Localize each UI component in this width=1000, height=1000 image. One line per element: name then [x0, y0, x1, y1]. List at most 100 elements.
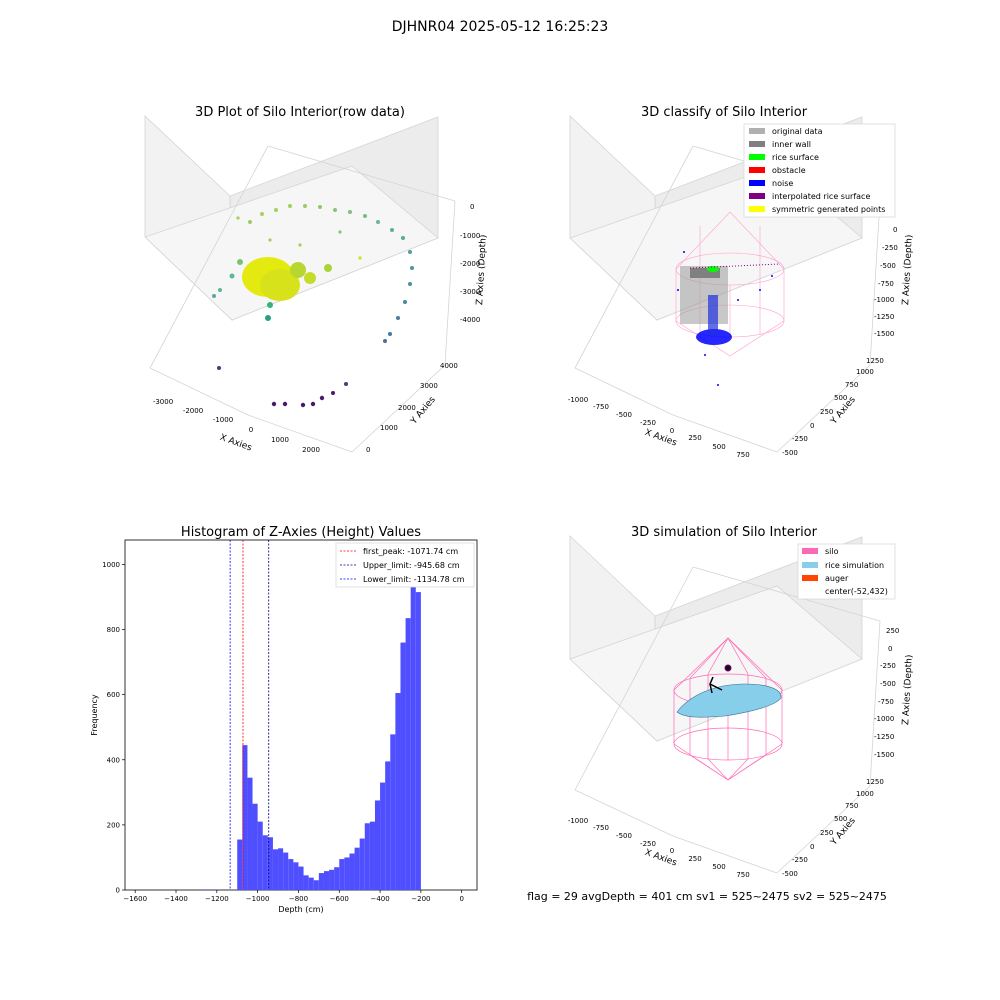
p4-xtick: -250 — [640, 840, 656, 848]
histogram-bar — [359, 838, 365, 890]
legend-swatch — [749, 154, 765, 160]
histogram-bar — [237, 839, 243, 890]
p2-ytick: 1250 — [866, 357, 884, 365]
hist-title: Histogram of Z-Axies (Height) Values — [181, 525, 421, 540]
p4-ztick: -500 — [880, 680, 896, 688]
legend-label: first_peak: -1071.74 cm — [363, 547, 458, 556]
p4-ztick: -1250 — [874, 733, 894, 741]
legend-label: Lower_limit: -1134.78 cm — [363, 575, 465, 584]
p4-xtick: 250 — [688, 855, 701, 863]
y-tick-label: 600 — [107, 691, 120, 699]
p4-title: 3D simulation of Silo Interior — [631, 525, 818, 540]
hist-plot-area — [124, 539, 478, 891]
p4-legend: silo rice simulation auger center(-52,43… — [797, 543, 896, 600]
histogram-bar — [293, 862, 299, 890]
p1-y-ticks: 0 1000 2000 3000 4000 — [366, 362, 458, 454]
y-tick-label: 1000 — [102, 561, 120, 569]
figure-suptitle: DJHNR04 2025-05-12 16:25:23 — [392, 19, 609, 35]
histogram-bar — [349, 853, 355, 890]
legend-swatch — [749, 141, 765, 147]
p2-xtick: -500 — [616, 411, 632, 419]
x-tick-label: −400 — [370, 895, 389, 903]
p4-ztick: 250 — [886, 627, 899, 635]
legend-label: rice surface — [772, 153, 819, 162]
x-tick-label: −600 — [330, 895, 349, 903]
histogram-bar — [400, 642, 406, 890]
p2-xtick: -1000 — [568, 396, 588, 404]
hist-ylabel: Frequency — [90, 694, 99, 736]
legend-swatch — [802, 562, 818, 568]
histogram-bar — [262, 835, 268, 890]
p1-ytick: 4000 — [440, 362, 458, 370]
p2-xtick: 250 — [688, 434, 701, 442]
p1-x-ticks: -3000 -2000 -1000 0 1000 2000 — [153, 398, 320, 454]
x-tick-label: −1000 — [246, 895, 270, 903]
legend-swatch — [749, 206, 765, 212]
legend-label: silo — [825, 547, 839, 556]
p2-classified-points — [677, 251, 781, 386]
histogram-bar — [344, 857, 350, 890]
y-tick-label: 0 — [116, 887, 120, 895]
x-tick-label: −1600 — [123, 895, 147, 903]
histogram-bar — [410, 561, 416, 890]
p1-raw-points — [212, 204, 414, 408]
p4-ytick: -250 — [792, 856, 808, 864]
p2-zlabel: Z Axies (Depth) — [901, 234, 915, 305]
p2-ytick: 500 — [834, 394, 847, 402]
p1-xtick: 0 — [249, 426, 253, 434]
p4-ztick: -1500 — [874, 751, 894, 759]
p2-ytick: 1000 — [856, 368, 874, 376]
histogram-bar — [267, 837, 273, 890]
histogram-bar — [374, 800, 381, 890]
p2-ztick: -750 — [878, 280, 894, 288]
p2-ytick: 0 — [810, 422, 814, 430]
histogram-bar — [334, 867, 340, 890]
histogram-bar — [385, 761, 391, 890]
p4-auger — [709, 676, 723, 694]
p2-xtick: 500 — [712, 443, 725, 451]
legend-label: symmetric generated points — [772, 205, 885, 214]
histogram-bar — [405, 618, 411, 890]
histogram-bar — [339, 859, 345, 890]
p1-xlabel: X Axies — [218, 433, 253, 454]
p1-ztick: 0 — [470, 203, 474, 211]
histogram-bar — [308, 877, 314, 890]
p1-box — [144, 115, 456, 453]
x-tick-label: −200 — [411, 895, 430, 903]
x-tick-label: 0 — [459, 895, 463, 903]
histogram-bar — [247, 777, 253, 890]
legend-swatch — [802, 548, 818, 554]
panel-classify-3d: 3D classify of Silo Interior — [568, 105, 915, 459]
p4-xtick: 0 — [670, 847, 674, 855]
hist-bars — [201, 561, 421, 890]
p2-xtick: -750 — [593, 403, 609, 411]
histogram-bar — [390, 734, 396, 890]
histogram-bar — [272, 849, 279, 890]
histogram-bar — [369, 821, 375, 890]
p2-ytick: 250 — [820, 408, 833, 416]
p1-xtick: -3000 — [153, 398, 173, 406]
legend-label: inner wall — [772, 140, 811, 149]
p4-ztick: 0 — [888, 645, 892, 653]
p4-ytick: 500 — [834, 815, 847, 823]
p1-ytick: 3000 — [420, 382, 438, 390]
p4-zlabel: Z Axies (Depth) — [901, 654, 915, 725]
p4-xtick: -1000 — [568, 817, 588, 825]
histogram-bar — [395, 693, 401, 890]
x-tick-label: −800 — [289, 895, 308, 903]
p4-ztick: -1000 — [874, 715, 894, 723]
p2-ztick: -250 — [882, 244, 898, 252]
p1-ytick: 2000 — [398, 404, 416, 412]
hist-vlines — [229, 540, 270, 890]
p2-title: 3D classify of Silo Interior — [641, 105, 808, 120]
histogram-bar — [288, 859, 294, 890]
histogram-bar — [303, 875, 309, 890]
legend-label: rice simulation — [825, 561, 884, 570]
y-tick-label: 400 — [107, 756, 120, 764]
legend-label: center(-52,432) — [825, 587, 888, 596]
legend-swatch — [749, 167, 765, 173]
hist-y-ticks: 0 200 400 600 800 1000 — [102, 561, 125, 895]
p1-ztick: -3000 — [460, 288, 480, 296]
p2-ytick: 750 — [845, 381, 858, 389]
